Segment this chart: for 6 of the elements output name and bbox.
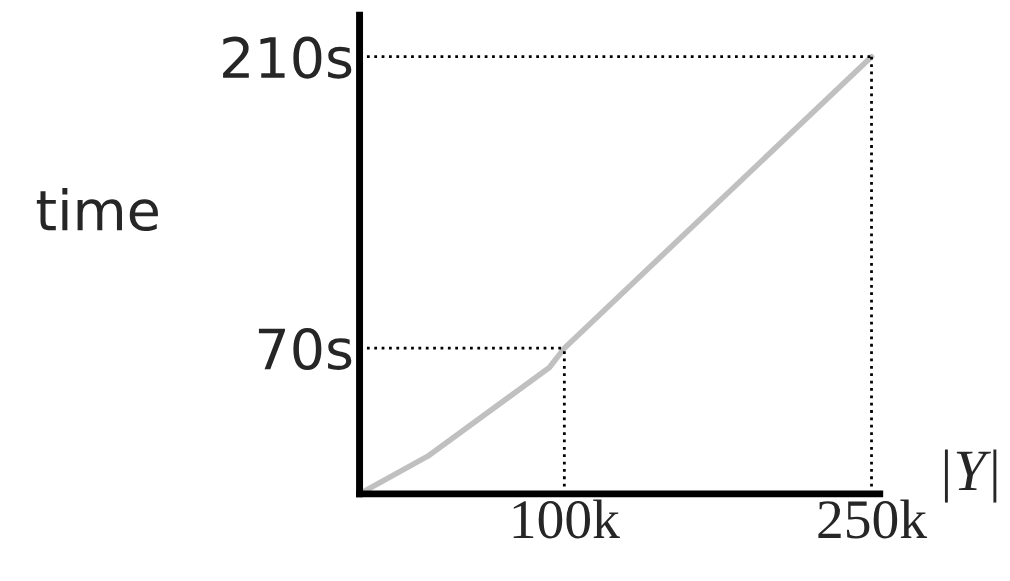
- y-tick-label: 70s: [258, 328, 352, 371]
- y-axis-title: time: [36, 188, 158, 232]
- x-tick-label: 100k: [513, 499, 620, 539]
- x-axis-title: |Y|: [944, 449, 997, 503]
- x-tick-label: 250k: [818, 499, 928, 539]
- y-tick-label: 210s: [223, 36, 352, 79]
